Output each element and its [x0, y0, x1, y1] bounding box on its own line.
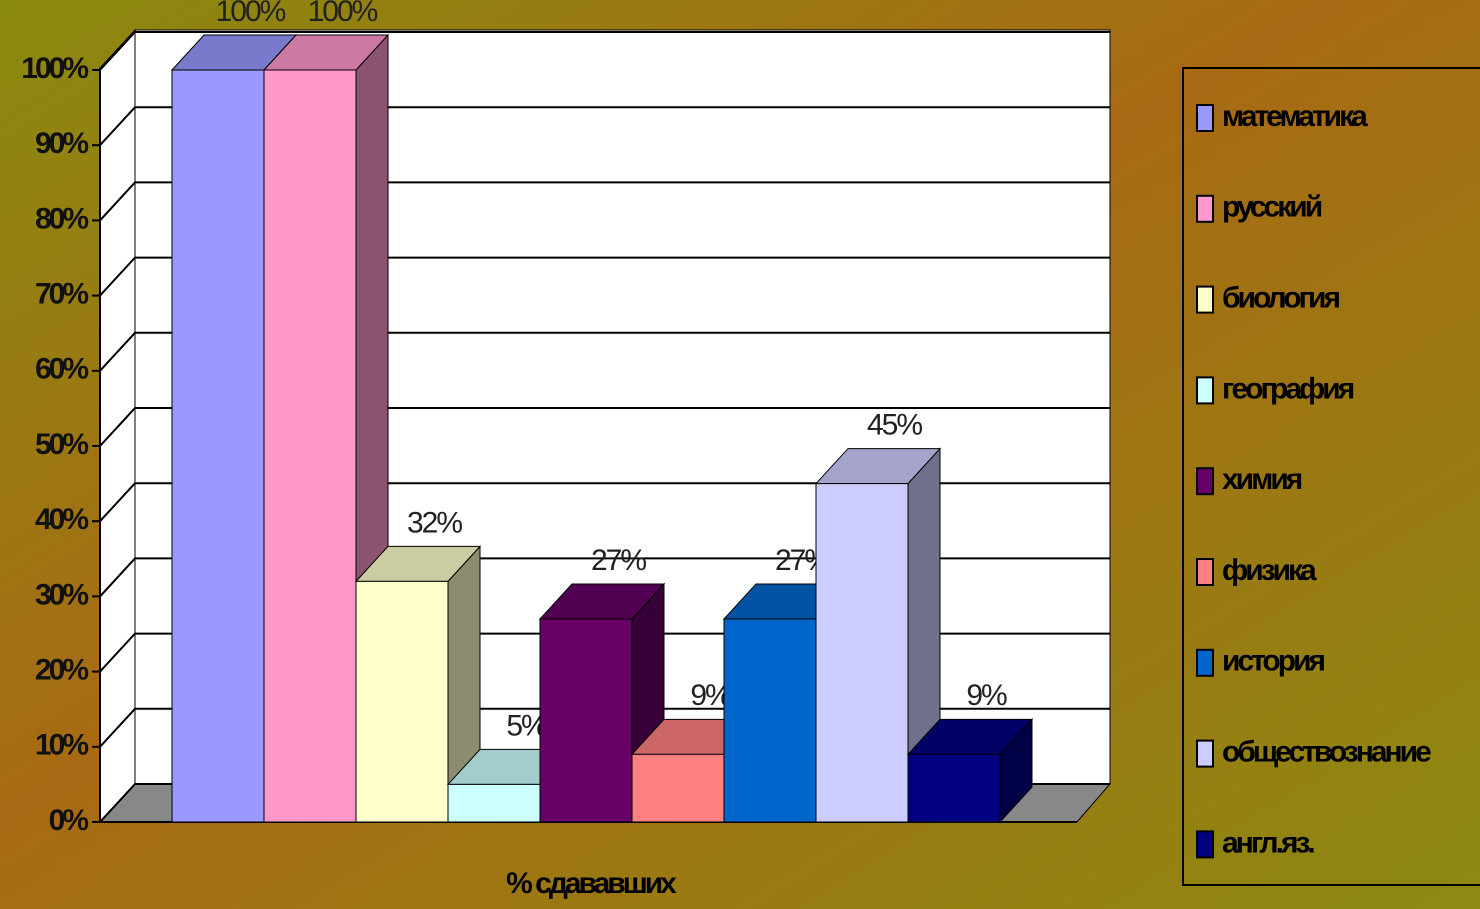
legend-swatch	[1196, 558, 1214, 586]
bar	[447, 783, 541, 823]
value-label: 45%	[867, 409, 922, 442]
legend-swatch	[1196, 285, 1214, 314]
y-tick-label: 10%	[35, 729, 88, 762]
legend-label: физика	[1222, 554, 1317, 587]
grid-line	[99, 181, 1110, 222]
y-tick-label: 80%	[35, 202, 88, 235]
value-label: 27%	[591, 544, 646, 577]
bar	[171, 69, 265, 823]
legend-swatch	[1196, 739, 1214, 768]
grid-line	[99, 256, 1110, 297]
legend-label: математика	[1222, 100, 1368, 133]
bar	[907, 753, 1001, 823]
bar	[723, 618, 817, 823]
value-label: 32%	[407, 506, 462, 539]
y-tick-label: 40%	[35, 503, 88, 536]
legend-swatch	[1196, 648, 1214, 677]
legend-label: география	[1222, 372, 1354, 405]
y-tick-label: 0%	[49, 804, 89, 837]
bar	[539, 618, 633, 823]
bar	[631, 753, 725, 823]
y-tick-label: 20%	[35, 654, 88, 687]
legend-swatch	[1196, 830, 1214, 859]
bar	[263, 69, 357, 823]
y-tick-label: 100%	[21, 52, 88, 85]
legend-label: история	[1222, 645, 1325, 678]
legend-label: биология	[1222, 282, 1339, 315]
y-tick-label: 90%	[35, 127, 88, 160]
bar	[815, 483, 909, 823]
grid-line	[99, 407, 1110, 447]
y-tick-label: 50%	[35, 428, 88, 461]
y-tick-label: 60%	[35, 353, 88, 386]
grid-line	[99, 31, 1110, 71]
bar	[355, 580, 449, 823]
grid-line	[99, 482, 1110, 522]
value-label: 100%	[216, 0, 286, 28]
y-tick-label: 70%	[35, 278, 88, 311]
y-tick-label: 30%	[35, 578, 88, 611]
grid-line	[99, 331, 1110, 372]
legend-label: обществознание	[1222, 736, 1431, 769]
grid-line	[99, 106, 1110, 146]
legend-swatch	[1196, 376, 1214, 405]
legend-label: англ.яз.	[1222, 826, 1314, 859]
grid-line	[99, 557, 1110, 598]
legend-swatch	[1196, 467, 1214, 496]
legend-swatch	[1196, 104, 1214, 132]
legend-label: русский	[1222, 191, 1322, 224]
value-label: 100%	[308, 0, 378, 28]
value-label: 9%	[966, 679, 1007, 712]
legend-label: химия	[1222, 463, 1302, 496]
legend-swatch	[1196, 194, 1214, 223]
legend-box	[1182, 67, 1480, 886]
x-category-label: % сдававших	[506, 867, 677, 900]
